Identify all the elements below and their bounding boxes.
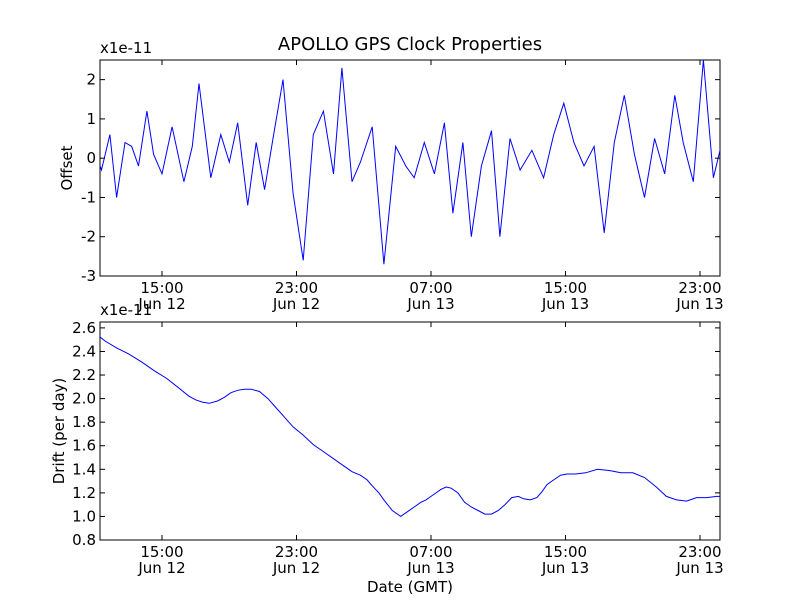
x-tick-label-date: Jun 13 bbox=[406, 559, 454, 577]
x-tick-label-date: Jun 13 bbox=[541, 295, 589, 313]
x-tick-label-date: Jun 12 bbox=[272, 295, 320, 313]
axis-multiplier: x1e-11 bbox=[100, 39, 152, 57]
y-tick-label: 1 bbox=[86, 110, 96, 128]
plot-frame bbox=[99, 321, 721, 541]
x-tick-label-time: 15:00 bbox=[140, 543, 183, 561]
x-tick-label-date: Jun 12 bbox=[272, 559, 320, 577]
series-line bbox=[100, 60, 720, 265]
axis-multiplier: x1e-11 bbox=[100, 301, 152, 319]
y-tick-label: 2 bbox=[86, 71, 96, 89]
y-tick-label: 0.8 bbox=[72, 531, 96, 549]
y-tick-label: 1.0 bbox=[72, 507, 96, 525]
x-tick-label-date: Jun 13 bbox=[406, 295, 454, 313]
series-line bbox=[100, 336, 720, 518]
y-tick-label: -1 bbox=[81, 188, 96, 206]
plot-frame bbox=[99, 59, 721, 277]
y-tick-label: 1.4 bbox=[72, 460, 96, 478]
y-tick-label: 2.2 bbox=[72, 366, 96, 384]
x-tick-label-date: Jun 13 bbox=[675, 295, 723, 313]
y-axis-label: Drift (per day) bbox=[50, 378, 68, 485]
y-tick-label: 0 bbox=[86, 149, 96, 167]
y-tick-label: -3 bbox=[81, 267, 96, 285]
x-tick-label-time: 07:00 bbox=[409, 279, 452, 297]
y-tick-label: 2.0 bbox=[72, 390, 96, 408]
x-tick-label-date: Jun 12 bbox=[137, 295, 185, 313]
x-tick-label-time: 15:00 bbox=[140, 279, 183, 297]
x-tick-label-date: Jun 13 bbox=[541, 559, 589, 577]
y-tick-label: 2.4 bbox=[72, 342, 96, 360]
x-tick-label-time: 23:00 bbox=[275, 279, 318, 297]
y-tick-label: 1.6 bbox=[72, 437, 96, 455]
x-tick-label-date: Jun 12 bbox=[137, 559, 185, 577]
x-tick-label-time: 23:00 bbox=[678, 543, 721, 561]
x-tick-label-time: 23:00 bbox=[678, 279, 721, 297]
y-tick-label: 1.8 bbox=[72, 413, 96, 431]
chart-title: APOLLO GPS Clock Properties bbox=[278, 34, 542, 55]
x-tick-label-time: 15:00 bbox=[544, 543, 587, 561]
x-tick-label-time: 07:00 bbox=[409, 543, 452, 561]
y-tick-label: -2 bbox=[81, 228, 96, 246]
y-tick-label: 2.6 bbox=[72, 319, 96, 337]
x-tick-label-time: 15:00 bbox=[544, 279, 587, 297]
y-tick-label: 1.2 bbox=[72, 484, 96, 502]
x-axis-label: Date (GMT) bbox=[367, 578, 453, 596]
y-axis-label: Offset bbox=[58, 145, 76, 190]
x-tick-label-time: 23:00 bbox=[275, 543, 318, 561]
x-tick-label-date: Jun 13 bbox=[675, 559, 723, 577]
